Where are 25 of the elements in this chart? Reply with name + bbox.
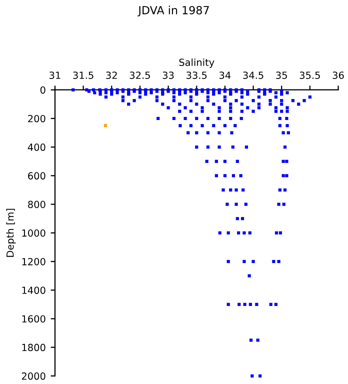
y-tick-label: 800 [28, 200, 46, 208]
x-tick-label: 32 [106, 72, 117, 79]
y-tick-label: 2000 [22, 372, 46, 380]
y-tick-label: 1400 [22, 286, 46, 294]
y-tick-label: 400 [28, 144, 46, 151]
x-axis-title: Salinity [179, 58, 214, 68]
x-tick-label: 35.5 [300, 72, 320, 79]
y-tick-label: 0 [40, 86, 46, 94]
x-tick-label: 34 [220, 72, 231, 79]
y-tick-label: 200 [28, 114, 46, 122]
x-tick-label: 32.5 [130, 72, 150, 79]
x-tick-label: 33.5 [186, 72, 207, 79]
x-tick-label: 31.5 [73, 72, 94, 79]
y-axis-title: Depth [m] [6, 208, 16, 257]
y-tick-label: 1000 [22, 229, 46, 237]
y-tick-label: 1600 [22, 315, 46, 323]
x-tick-label: 34.5 [243, 72, 264, 79]
x-tick-label: 31 [50, 72, 60, 79]
y-tick-label: 1800 [22, 344, 46, 352]
x-tick-label: 33 [162, 72, 174, 79]
x-tick-label: 35 [276, 72, 287, 79]
y-tick-label: 1200 [22, 258, 46, 266]
y-tick-label: 600 [28, 172, 46, 180]
x-tick-label: 36 [332, 72, 344, 79]
chart-title: JDVA in 1987 [138, 6, 209, 16]
